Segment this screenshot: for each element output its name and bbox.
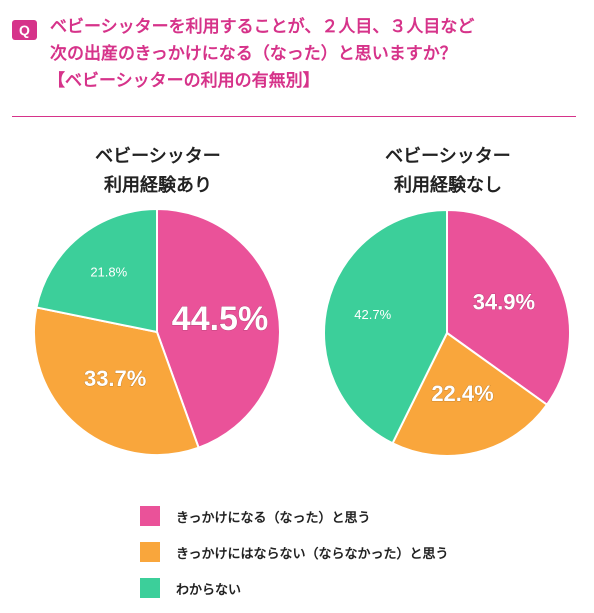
pie2-label-1: 34.9%: [473, 290, 535, 315]
legend-swatch-unknown: [140, 578, 160, 598]
legend-label-unknown: わからない: [176, 582, 242, 598]
pie-title-with-experience-line2: 利用経験あり: [104, 175, 212, 196]
pie1-label-2: 33.7%: [84, 366, 146, 391]
pie1-slice-2: [33, 306, 200, 456]
pie2-slice-2: [391, 331, 549, 457]
pie1-label-1: 44.5%: [172, 300, 268, 338]
legend-label-no: きっかけにはならない（ならなかった）と思う: [176, 546, 449, 562]
legend-swatch-no: [140, 542, 160, 562]
question-text: ベビーシッターを利用することが、２人目、３人目など 次の出産のきっかけになる（な…: [48, 14, 580, 95]
question-line-1: ベビーシッターを利用することが、２人目、３人目など: [50, 17, 475, 37]
pie2-slice-3: [323, 208, 448, 445]
legend-item-unknown: わからない: [140, 570, 448, 606]
legend-label-yes: きっかけになる（なった）と思う: [176, 510, 371, 526]
pie-title-with-experience-line1: ベビーシッター: [95, 146, 221, 167]
legend-item-yes: きっかけになる（なった）と思う: [140, 498, 448, 534]
legend-item-no: きっかけにはならない（ならなかった）と思う: [140, 534, 448, 570]
legend: きっかけになる（なった）と思う きっかけにはならない（ならなかった）と思う わか…: [140, 498, 448, 606]
pie-title-without-experience-line2: 利用経験なし: [394, 175, 502, 196]
question-line-3: 【ベビーシッターの利用の有無別】: [48, 71, 320, 91]
pie2-label-3: 42.7%: [354, 307, 391, 322]
divider: [12, 116, 576, 117]
pie-title-with-experience: ベビーシッター 利用経験あり: [28, 142, 288, 200]
pie-title-without-experience: ベビーシッター 利用経験なし: [318, 142, 578, 200]
pie2-label-2: 22.4%: [431, 381, 493, 406]
pie1-label-3: 21.8%: [90, 264, 127, 279]
pie1-slice-1: [156, 207, 281, 450]
pie2-slice-1: [446, 208, 571, 407]
question-badge: Q: [12, 20, 37, 40]
pie1-slice-3: [35, 207, 158, 334]
question-line-2: 次の出産のきっかけになる（なった）と思いますか？: [50, 44, 457, 64]
legend-swatch-yes: [140, 506, 160, 526]
pie-title-without-experience-line1: ベビーシッター: [385, 146, 511, 167]
